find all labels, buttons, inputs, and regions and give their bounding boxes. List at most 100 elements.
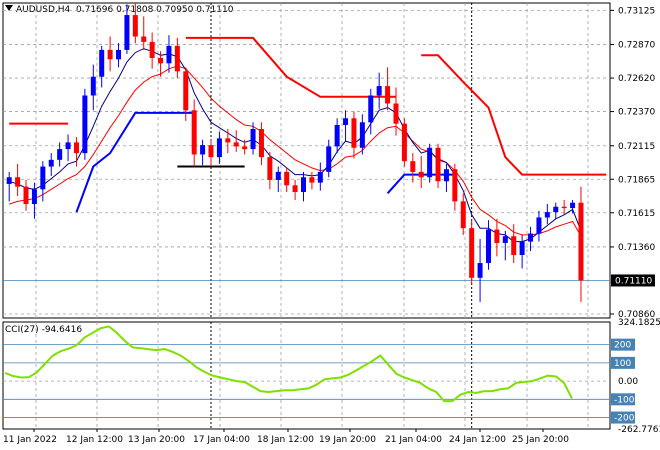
candle-body — [141, 36, 147, 42]
cci-tick-label: 324.1825 — [618, 318, 660, 328]
candle-body — [216, 138, 222, 158]
candle-body — [82, 95, 88, 154]
candle-body — [385, 86, 391, 104]
candle-body — [132, 15, 138, 37]
candle-body — [183, 71, 189, 111]
y-tick-label: 0.71865 — [618, 175, 655, 185]
dropdown-triangle-icon[interactable] — [5, 5, 13, 11]
cci-level-tag — [611, 356, 635, 369]
candle-body — [376, 86, 382, 96]
symbol-timeframe: AUDUSD,H4 — [16, 5, 71, 15]
current-price-label: 0.71110 — [615, 276, 652, 286]
candle-body — [57, 149, 63, 160]
ma-slow-line — [9, 65, 582, 237]
candle-body — [99, 49, 105, 77]
candle-body — [267, 157, 273, 180]
candle-body — [275, 171, 281, 180]
x-tick-label: 13 Jan 20:00 — [128, 435, 185, 445]
cci-level-tag — [611, 411, 635, 424]
candle-body — [528, 233, 534, 242]
candle-body — [48, 159, 54, 167]
candle-body — [359, 122, 365, 148]
ma-fast-line — [9, 48, 582, 243]
candle-body — [570, 202, 576, 209]
x-tick-label: 18 Jan 12:00 — [257, 435, 314, 445]
candle-body — [158, 57, 164, 64]
candle-body — [258, 129, 264, 158]
candle-body — [284, 171, 290, 186]
main-plot-frame — [2, 2, 611, 319]
candle-body — [469, 228, 475, 278]
x-tick-label: 17 Jan 04:00 — [193, 435, 250, 445]
candle-body — [326, 146, 332, 172]
candle-body — [200, 145, 206, 155]
stop-line-red — [421, 54, 607, 176]
candle-body — [73, 142, 79, 154]
candle-body — [6, 177, 12, 184]
candle-body — [191, 110, 197, 155]
stop-line-red — [185, 36, 396, 98]
y-tick-label: 0.72115 — [618, 142, 655, 152]
candle-body — [393, 103, 399, 124]
candle-body — [107, 49, 113, 60]
candle-body — [65, 142, 71, 150]
x-tick-label: 21 Jan 04:00 — [385, 435, 442, 445]
candle-body — [485, 229, 491, 264]
candle-body — [553, 206, 559, 213]
candle-body — [149, 41, 155, 58]
candle-body — [23, 186, 29, 205]
x-tick-label: 19 Jan 20:00 — [319, 435, 376, 445]
candle-body — [15, 177, 21, 187]
candle-body — [233, 142, 239, 147]
candle-body — [292, 185, 298, 192]
candle-body — [334, 124, 340, 147]
candle-body — [31, 189, 37, 205]
candle-body — [477, 263, 483, 278]
cci-tick-label: 0.00 — [618, 377, 638, 387]
candle-body — [561, 206, 567, 209]
candle-body — [401, 123, 407, 162]
y-tick-label: 0.71615 — [618, 209, 655, 219]
candle-body — [116, 49, 122, 60]
cci-plot-frame — [2, 321, 611, 430]
candle-body — [250, 129, 256, 150]
x-tick-label: 11 Jan 2022 — [3, 435, 57, 445]
candle-body — [519, 241, 525, 255]
candle-body — [124, 15, 130, 50]
candle-body — [166, 45, 172, 64]
candle-body — [351, 118, 357, 148]
y-tick-label: 0.73125 — [618, 6, 655, 16]
y-tick-label: 0.72620 — [618, 74, 655, 84]
candle-body — [368, 95, 374, 123]
cci-tick-label: -200 — [614, 414, 635, 424]
cci-level-tag — [611, 393, 635, 406]
candle-body — [578, 202, 584, 281]
y-tick-label: 0.70860 — [618, 310, 655, 320]
y-tick-label: 0.72370 — [618, 108, 655, 118]
candle-body — [460, 201, 466, 229]
x-tick-label: 25 Jan 20:00 — [512, 435, 569, 445]
candle-body — [502, 236, 508, 243]
candle-body — [208, 145, 214, 158]
candle-body — [317, 171, 323, 183]
candle-body — [174, 45, 180, 72]
candle-body — [536, 217, 542, 234]
cci-header: CCI(27) -94.6416 — [5, 325, 82, 335]
candle-body — [418, 171, 424, 178]
candle-body — [40, 166, 46, 190]
stop-line-blue — [75, 111, 195, 213]
candle-body — [494, 229, 500, 243]
current-price-tag — [611, 274, 655, 287]
x-tick-label: 24 Jan 12:00 — [449, 435, 506, 445]
candle-body — [225, 138, 231, 143]
candle-body — [427, 147, 433, 178]
cci-tick-label: -100 — [614, 395, 635, 405]
candle-body — [410, 161, 416, 172]
candle-body — [452, 169, 458, 202]
candle-body — [435, 147, 441, 182]
cci-value: -94.6416 — [41, 325, 83, 335]
cci-level-tag — [611, 338, 635, 351]
candle-body — [301, 177, 306, 192]
candle-body — [242, 146, 248, 150]
